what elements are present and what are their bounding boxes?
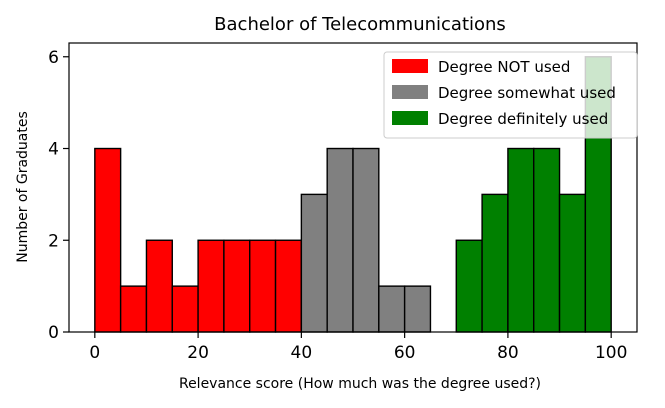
x-axis-label: Relevance score (How much was the degree… xyxy=(179,376,541,392)
x-axis-ticks: 0 20 40 60 80 100 xyxy=(89,332,627,363)
bar-degree-definitely-used-80 xyxy=(507,147,535,333)
x-tick-label: 0 xyxy=(89,343,100,363)
bar-degree-not-used-0 xyxy=(94,147,122,333)
legend: Degree NOT used Degree somewhat used Degre… xyxy=(383,51,638,139)
bar-degree-somewhat-used-45 xyxy=(326,147,354,333)
legend-swatch xyxy=(392,85,428,99)
x-tick-label: 20 xyxy=(187,343,209,363)
y-axis-label: Number of Graduates xyxy=(15,111,31,263)
bars-layer xyxy=(94,56,612,333)
bar-degree-not-used-30 xyxy=(249,239,277,333)
y-axis-ticks: 0 2 4 6 xyxy=(48,48,69,343)
plot-frame xyxy=(68,42,638,333)
bar-degree-not-used-25 xyxy=(223,239,251,333)
legend-swatch xyxy=(392,111,428,125)
bar-degree-not-used-15 xyxy=(171,285,199,333)
bar-degree-definitely-used-85 xyxy=(533,147,561,333)
chart-title: Bachelor of Telecommunications xyxy=(214,14,506,35)
legend-entry-label: Degree definitely used xyxy=(438,110,608,128)
legend-box xyxy=(383,51,638,139)
bar-degree-not-used-5 xyxy=(119,285,148,333)
x-tick-label: 80 xyxy=(497,343,519,363)
bar-degree-definitely-used-75 xyxy=(481,193,509,333)
bar-degree-not-used-10 xyxy=(145,239,173,333)
bar-degree-definitely-used-90 xyxy=(558,193,587,333)
legend-entry-label: Degree NOT used xyxy=(438,58,570,76)
bar-degree-not-used-20 xyxy=(197,239,225,333)
y-tick-label: 0 xyxy=(48,323,59,343)
bar-degree-somewhat-used-60 xyxy=(403,285,432,333)
x-tick-label: 60 xyxy=(394,343,416,363)
legend-entry-label: Degree somewhat used xyxy=(438,84,616,102)
bar-degree-not-used-35 xyxy=(274,239,303,333)
x-tick-label: 100 xyxy=(595,343,627,363)
y-tick-label: 2 xyxy=(48,231,59,251)
x-tick-label: 40 xyxy=(291,343,313,363)
bar-degree-somewhat-used-40 xyxy=(300,193,328,333)
y-tick-label: 6 xyxy=(48,48,59,68)
bar-degree-somewhat-used-55 xyxy=(378,285,406,333)
legend-swatch xyxy=(392,59,428,73)
y-tick-label: 4 xyxy=(48,140,59,160)
bar-degree-definitely-used-70 xyxy=(455,239,483,333)
bar-degree-somewhat-used-50 xyxy=(352,147,380,333)
